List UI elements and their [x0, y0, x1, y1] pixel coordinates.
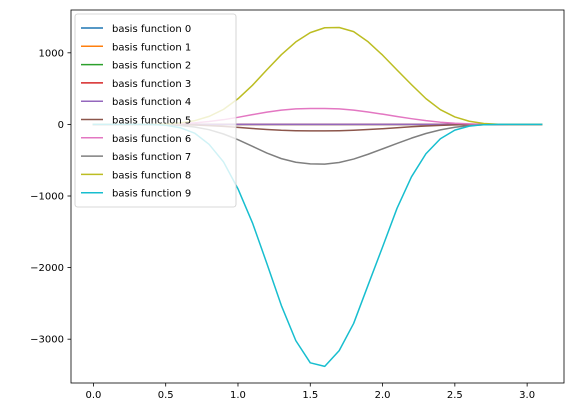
x-tick-label: 1.5: [302, 390, 318, 401]
legend-label: basis function 6: [112, 134, 191, 145]
y-tick-label: 0: [58, 120, 64, 131]
legend-box: [74, 13, 237, 208]
legend-label: basis function 1: [112, 42, 191, 53]
plot-frame: [70, 9, 565, 384]
y-tick-label: −1000: [30, 191, 64, 202]
x-tick-label: 2.0: [375, 390, 391, 401]
legend-label: basis function 2: [112, 61, 191, 72]
legend-label: basis function 5: [112, 116, 191, 127]
x-axis: 0.0 0.5 1.0 1.5 2.0 2.5 3.0: [85, 383, 535, 401]
y-axis: −3000 −2000 −1000 0 1000: [30, 48, 71, 346]
x-tick-label: 0.5: [158, 390, 174, 401]
legend-label: basis function 4: [112, 97, 191, 108]
x-tick-label: 1.0: [230, 390, 246, 401]
x-tick-label: 2.5: [447, 390, 463, 401]
legend-label: basis function 9: [112, 189, 191, 200]
legend-label: basis function 8: [112, 170, 191, 181]
legend-label: basis function 7: [112, 152, 191, 163]
y-tick-label: 1000: [39, 48, 64, 59]
x-tick-label: 3.0: [519, 390, 535, 401]
y-tick-label: −3000: [30, 335, 64, 346]
legend-label: basis function 3: [112, 79, 191, 90]
legend-label: basis function 0: [112, 24, 191, 35]
legend: basis function 0 basis function 1 basis fu…: [74, 13, 237, 208]
x-tick-label: 0.0: [85, 390, 101, 401]
y-tick-label: −2000: [30, 263, 64, 274]
